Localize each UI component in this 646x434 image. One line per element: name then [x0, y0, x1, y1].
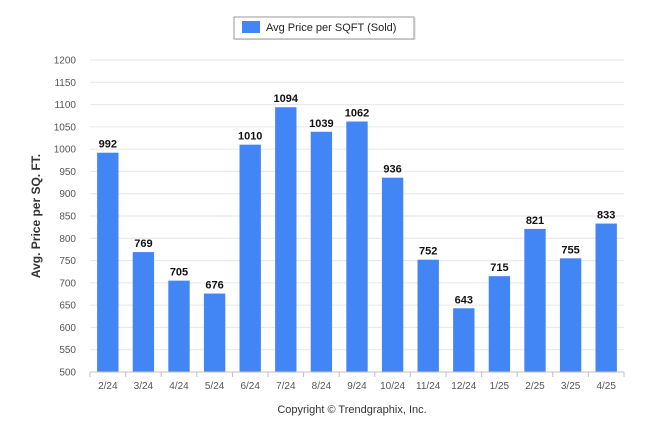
x-tick-label: 4/25: [596, 381, 616, 392]
x-tick-label: 7/24: [276, 381, 296, 392]
bar: [132, 252, 155, 372]
data-label: 1039: [309, 118, 333, 130]
data-label: 1010: [238, 131, 262, 143]
data-label: 821: [526, 215, 544, 227]
x-tick-label: 2/25: [525, 381, 545, 392]
data-label: 936: [383, 164, 401, 176]
y-tick-label: 600: [59, 323, 76, 334]
x-tick-label: 6/24: [240, 381, 260, 392]
bar: [310, 131, 333, 372]
data-label: 643: [455, 294, 473, 306]
y-axis-ticks: 500 550 600 650 700 750 800 850 900 950 1000 1050 11…: [54, 56, 77, 379]
x-tick-label: 8/24: [312, 381, 332, 392]
x-tick-label: 3/24: [134, 381, 154, 392]
y-tick-label: 950: [59, 167, 76, 178]
y-tick-label: 500: [59, 368, 76, 379]
data-label: 715: [490, 262, 508, 274]
x-tick-label: 5/24: [205, 381, 225, 392]
legend: Avg Price per SQFT (Sold): [233, 16, 416, 40]
y-tick-label: 850: [59, 212, 76, 223]
bar: [203, 293, 226, 372]
legend-frame: [233, 16, 415, 40]
data-labels: 992 769 705 676 1010 1094 1039 1062 936 752 643 715…: [99, 93, 616, 306]
bars: [97, 107, 617, 372]
data-label: 1094: [274, 93, 299, 105]
x-tick-label: 2/24: [98, 381, 118, 392]
data-label: 705: [170, 267, 188, 279]
bar: [559, 258, 582, 372]
bar: [453, 308, 475, 372]
x-axis-ticks: 2/24 3/24 4/24 5/24 6/24 7/24 8/24 9/24 10/24 11/…: [89, 372, 625, 392]
bar: [417, 259, 439, 372]
x-tick-label: 10/24: [380, 381, 405, 392]
y-tick-label: 800: [59, 234, 76, 245]
bar: [97, 152, 119, 372]
y-tick-label: 1100: [54, 100, 76, 111]
bar: [239, 144, 261, 372]
legend-swatch: [242, 21, 260, 33]
y-tick-label: 650: [59, 301, 76, 312]
y-tick-label: 1050: [54, 122, 77, 133]
y-axis-title: Avg. Price per SQ. FT.: [29, 154, 43, 278]
x-tick-label: 12/24: [451, 381, 476, 392]
x-tick-label: 4/24: [169, 381, 189, 392]
bar: [381, 177, 404, 372]
data-label: 1062: [345, 108, 369, 120]
data-label: 755: [561, 244, 579, 256]
y-tick-label: 550: [59, 345, 76, 356]
bar: [275, 107, 297, 372]
copyright-text: Copyright © Trendgraphix, Inc.: [277, 404, 426, 416]
bar: [168, 280, 190, 372]
bar: [595, 223, 617, 372]
data-label: 676: [205, 280, 223, 292]
y-tick-label: 1000: [54, 145, 77, 156]
data-label: 752: [419, 246, 437, 258]
x-tick-label: 1/25: [490, 381, 510, 392]
x-tick-label: 11/24: [416, 381, 441, 392]
x-tick-label: 3/25: [561, 381, 581, 392]
y-tick-label: 750: [59, 256, 76, 267]
data-label: 833: [597, 210, 615, 222]
y-tick-label: 700: [59, 278, 76, 289]
bar: [524, 228, 546, 372]
bar: [488, 276, 511, 372]
x-tick-label: 9/24: [347, 381, 367, 392]
data-label: 769: [134, 238, 152, 250]
bar: [346, 121, 368, 372]
y-tick-label: 900: [59, 189, 76, 200]
y-tick-label: 1200: [54, 56, 77, 67]
data-label: 992: [99, 139, 117, 151]
y-tick-label: 1150: [54, 78, 76, 89]
legend-label: Avg Price per SQFT (Sold): [266, 22, 396, 34]
